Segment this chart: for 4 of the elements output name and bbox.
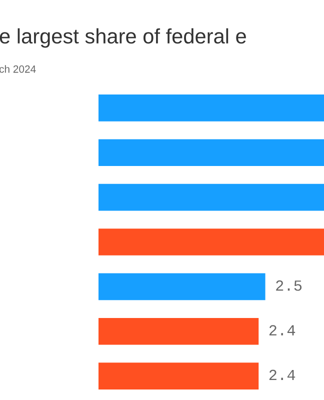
- data-label: 2.4: [269, 370, 296, 380]
- data-label: 2.5: [276, 280, 302, 291]
- data-label: 2.4: [269, 325, 296, 336]
- chart-title: e largest share of federal e: [0, 28, 246, 48]
